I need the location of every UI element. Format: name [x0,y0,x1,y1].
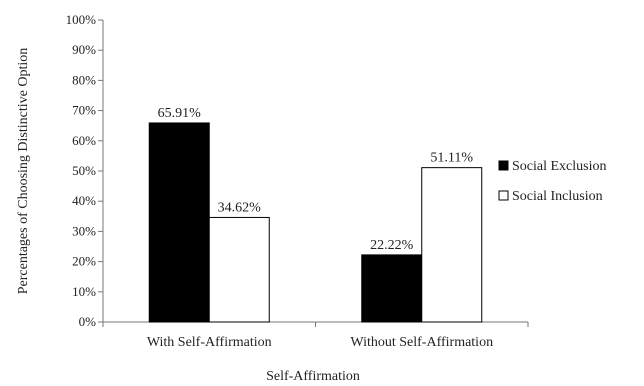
legend-swatch [498,190,509,201]
y-tick-label: 50% [72,163,96,178]
y-tick-label: 90% [72,42,96,57]
bar-social-exclusion [148,122,210,323]
y-tick-label: 60% [72,133,96,148]
legend-label: Social Inclusion [512,189,603,204]
y-tick-label: 0% [79,314,97,329]
legend-label: Social Exclusion [512,159,607,174]
bar-social-exclusion [361,254,423,323]
x-axis-title: Self-Affirmation [266,369,360,384]
y-tick-label: 80% [72,72,96,87]
y-tick-label: 70% [72,103,96,118]
y-tick-label: 20% [72,254,96,269]
y-tick-label: 30% [72,223,96,238]
bar-social-inclusion [421,167,483,323]
x-tick-label: Without Self-Affirmation [350,335,493,350]
bar-data-label: 65.91% [158,106,202,121]
bar-data-label: 51.11% [430,151,473,166]
legend-swatch [498,160,509,171]
y-tick-label: 40% [72,193,96,208]
y-axis-title: Percentages of Choosing Distinctive Opti… [16,48,31,295]
y-tick-label: 100% [66,12,97,27]
plot-area: 0% 10% 20% 30% 40% 50% 60% 70% 80% 90% 100% 65.91% 3… [66,12,529,350]
legend: Social Exclusion Social Inclusion [498,159,607,204]
bar-data-label: 34.62% [218,200,262,215]
y-tick-label: 10% [72,284,96,299]
x-tick-label: With Self-Affirmation [147,335,272,350]
bar-data-label: 22.22% [370,238,414,253]
bar-social-inclusion [208,216,270,323]
